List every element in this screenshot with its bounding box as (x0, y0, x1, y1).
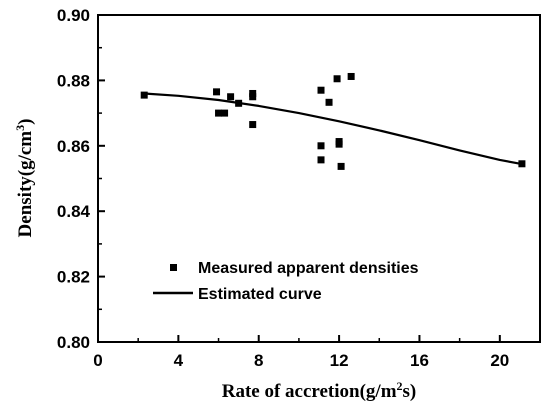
legend-marker-square (170, 264, 177, 271)
x-tick-label: 8 (254, 351, 263, 370)
y-tick-label: 0.86 (57, 137, 90, 156)
x-tick-label: 12 (330, 351, 349, 370)
measured-point (347, 72, 355, 80)
measured-point (325, 98, 333, 106)
x-tick-label: 0 (93, 351, 102, 370)
y-tick-label: 0.82 (57, 268, 90, 287)
x-axis-ticks: 0 4 8 12 16 20 (93, 335, 541, 370)
measured-point (213, 88, 221, 96)
measured-point (215, 109, 223, 117)
y-axis-title-superscript: 3 (13, 125, 27, 131)
y-axis-title-end: ) (15, 119, 36, 125)
x-axis-title-superscript: 2 (397, 379, 403, 393)
y-tick-label: 0.80 (57, 333, 90, 352)
measured-point (337, 162, 345, 170)
legend-label-measured: Measured apparent densities (198, 260, 419, 277)
x-tick-label: 4 (174, 351, 184, 370)
measured-point (317, 86, 325, 94)
y-tick-label: 0.88 (57, 71, 90, 90)
measured-point (249, 93, 257, 101)
y-axis-ticks: 0.80 0.82 0.84 0.86 0.88 0.90 (57, 6, 105, 352)
measured-point (140, 91, 148, 99)
x-axis-title-main: Rate of accretion(g/m (222, 381, 397, 402)
measured-point (221, 109, 229, 117)
measured-point (335, 140, 343, 148)
measured-point (317, 156, 325, 164)
measured-point (249, 121, 257, 129)
y-tick-label: 0.90 (57, 6, 90, 25)
measured-point (235, 99, 243, 107)
y-axis-title: Density(g/cm3) (13, 119, 36, 238)
legend: Measured apparent densities Estimated cu… (153, 260, 419, 303)
measured-point (227, 93, 235, 101)
x-axis-title: Rate of accretion(g/m2s) (222, 379, 417, 402)
measured-points-layer (140, 72, 526, 170)
estimated-curve-layer (144, 92, 523, 166)
legend-label-curve: Estimated curve (198, 286, 322, 303)
x-tick-label: 20 (490, 351, 509, 370)
y-tick-label: 0.84 (57, 202, 91, 221)
x-tick-label: 16 (410, 351, 429, 370)
estimated-curve-line (144, 92, 523, 166)
measured-point (333, 75, 341, 83)
y-axis-title-main: Density(g/cm (15, 131, 36, 238)
measured-point (518, 160, 526, 168)
x-axis-title-end: s) (403, 381, 417, 402)
measured-point (317, 142, 325, 150)
